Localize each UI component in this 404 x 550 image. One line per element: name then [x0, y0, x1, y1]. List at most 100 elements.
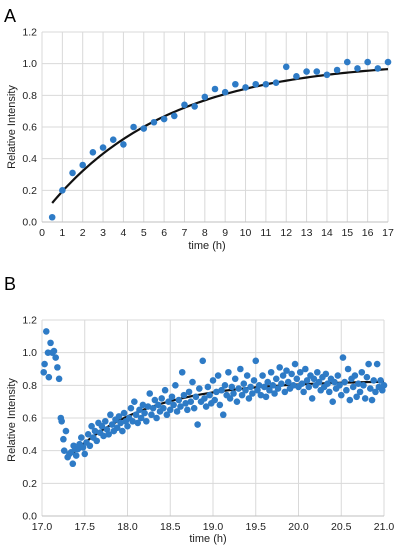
data-point [219, 411, 227, 419]
grid-a [41, 31, 389, 223]
data-point [160, 115, 168, 123]
data-point [196, 385, 203, 392]
data-point [216, 401, 224, 409]
data-point [291, 360, 299, 368]
data-point [315, 378, 323, 386]
x-tick-label: 9 [222, 227, 228, 239]
data-point [172, 382, 179, 389]
data-point [334, 372, 342, 379]
data-point [101, 417, 109, 425]
x-axis-title-b: time (h) [189, 533, 226, 545]
data-point [52, 354, 59, 361]
data-point [55, 375, 63, 383]
data-point [131, 398, 138, 405]
data-point [158, 395, 165, 402]
data-point [264, 378, 272, 386]
data-point [238, 391, 246, 399]
data-point [180, 391, 188, 399]
data-point [355, 380, 362, 388]
data-point [119, 427, 126, 435]
data-point [129, 417, 136, 425]
data-point [356, 388, 364, 396]
data-point [324, 380, 331, 388]
data-point [231, 375, 239, 383]
y-tick-label: 1.2 [22, 315, 37, 327]
y-tick-label: 0.4 [22, 153, 37, 165]
data-point [308, 395, 316, 402]
data-point [336, 382, 343, 389]
data-point [337, 391, 345, 399]
y-tick-label: 1.0 [22, 347, 37, 359]
data-point [99, 144, 107, 151]
data-point [300, 388, 307, 396]
data-point [105, 431, 112, 438]
data-point [93, 437, 101, 445]
data-point [211, 396, 219, 404]
data-point [120, 141, 127, 148]
data-point [42, 328, 50, 335]
data-point [166, 406, 174, 414]
data-point [228, 383, 236, 391]
x-tick-label: 19.5 [246, 521, 267, 533]
data-point [81, 450, 89, 458]
data-point [146, 390, 154, 397]
data-point [252, 357, 260, 365]
x-tick-label: 7 [182, 227, 188, 239]
data-point [276, 364, 283, 371]
data-point [293, 375, 301, 383]
data-point [100, 432, 107, 440]
data-point [79, 161, 87, 169]
data-point [60, 435, 67, 443]
fit-curve [51, 68, 389, 204]
data-point [358, 368, 366, 376]
data-point [40, 368, 48, 376]
data-point [175, 396, 183, 404]
y-tick-labels-a: 0.0 0.2 0.4 0.6 0.8 1.0 1.2 [22, 27, 37, 229]
data-point [88, 422, 95, 430]
data-point [274, 385, 282, 392]
data-point [62, 427, 70, 435]
y-tick-label: 0.2 [22, 478, 37, 490]
data-point [191, 103, 198, 110]
data-point [349, 383, 357, 391]
data-point [339, 354, 347, 361]
data-point [192, 393, 200, 401]
data-point [232, 80, 239, 88]
data-point [341, 378, 348, 386]
panel-label-b: B [4, 274, 16, 294]
data-point [144, 403, 152, 410]
data-point [255, 382, 263, 389]
x-tick-label: 8 [202, 227, 208, 239]
data-point [380, 382, 388, 389]
data-point [168, 393, 176, 401]
x-tick-label: 18.0 [117, 521, 138, 533]
x-tick-label: 20.5 [331, 521, 352, 533]
data-point [181, 101, 188, 109]
panel-label-a: A [4, 6, 16, 26]
x-tick-label: 10 [240, 227, 252, 239]
data-point [240, 380, 248, 388]
data-point [261, 383, 268, 391]
data-point [331, 378, 338, 386]
x-tick-label: 6 [161, 227, 167, 239]
data-point [45, 373, 53, 381]
data-point [213, 388, 220, 396]
data-point [333, 66, 341, 74]
data-point [329, 398, 337, 405]
data-point [226, 395, 234, 402]
data-point [151, 396, 159, 404]
data-point [134, 419, 142, 427]
x-tick-label: 11 [260, 227, 271, 239]
data-point [202, 403, 210, 410]
x-tick-label: 13 [301, 227, 313, 239]
data-point [115, 413, 123, 420]
data-point [178, 368, 186, 376]
data-point [323, 71, 331, 79]
y-tick-label: 0.0 [22, 217, 37, 229]
data-point [120, 409, 128, 417]
y-tick-label: 0.0 [22, 511, 37, 523]
x-tick-label: 20.0 [288, 521, 309, 533]
data-point [250, 377, 258, 384]
data-point [140, 125, 148, 132]
data-point [59, 187, 66, 194]
